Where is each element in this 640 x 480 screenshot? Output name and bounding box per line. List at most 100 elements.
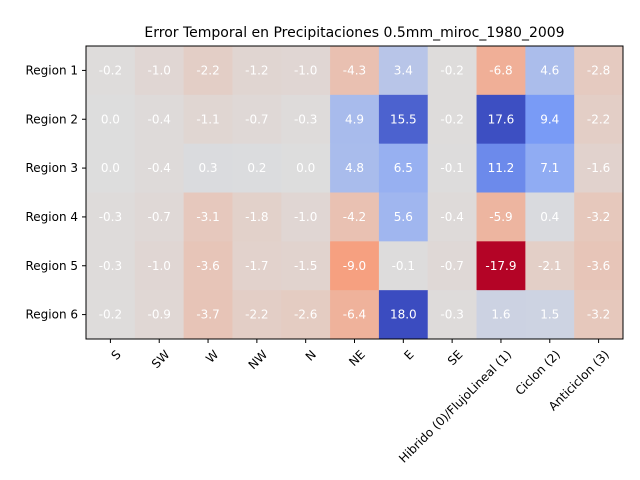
heatmap-cell — [427, 46, 478, 96]
cell-value-label: -0.3 — [99, 210, 122, 224]
heatmap-cell — [232, 46, 282, 96]
x-tick-label: SE — [445, 347, 466, 368]
cell-value-label: 15.5 — [390, 112, 417, 126]
heatmap-cell — [281, 290, 331, 340]
heatmap-cell — [183, 143, 233, 193]
cell-labels: -0.2 -1.0 -2.2 -1.2 -1.0 -4.3 3.4 -0.2 -6.8 4.6 -2… — [99, 63, 611, 321]
cell-value-label: -0.9 — [148, 308, 171, 322]
x-tick-label: S — [108, 347, 123, 362]
cell-value-label: -0.7 — [245, 112, 268, 126]
cell-value-label: -3.1 — [196, 210, 219, 224]
heatmap-cell — [232, 94, 282, 145]
cell-value-label: -1.6 — [587, 161, 610, 175]
cell-value-label: -1.0 — [148, 63, 171, 77]
cell-value-label: -5.9 — [489, 210, 512, 224]
heatmap-cell — [281, 94, 331, 145]
y-tick-label: Region 6 — [25, 308, 78, 322]
cell-value-label: -2.2 — [196, 63, 219, 77]
cell-value-label: 0.0 — [101, 112, 120, 126]
x-tick-label: W — [203, 347, 221, 365]
cell-value-label: 7.1 — [540, 161, 559, 175]
heatmap-cell — [183, 241, 233, 291]
heatmap-cell — [574, 143, 624, 193]
heatmap-cell — [427, 192, 478, 242]
heatmap-cell — [134, 94, 185, 145]
cell-value-label: -1.0 — [294, 63, 317, 77]
cell-value-label: -3.2 — [587, 308, 610, 322]
heatmap-cell — [330, 46, 380, 96]
heatmap-cell — [86, 46, 136, 96]
heatmap-cell — [476, 192, 526, 242]
heatmap-cell — [281, 143, 331, 193]
cell-value-label: -4.3 — [343, 63, 366, 77]
cell-value-label: -0.7 — [440, 259, 463, 273]
heatmap-cell — [525, 94, 575, 145]
cell-value-label: 1.5 — [540, 308, 559, 322]
heatmap-cell — [86, 143, 136, 193]
cell-value-label: -0.2 — [99, 308, 122, 322]
heatmap-cell — [525, 46, 575, 96]
heatmap-cell — [86, 241, 136, 291]
cell-value-label: -3.6 — [196, 259, 219, 273]
heatmap-cell — [427, 290, 478, 340]
heatmap-cell — [232, 241, 282, 291]
cell-value-label: -2.1 — [538, 259, 561, 273]
cell-value-label: -1.1 — [196, 112, 219, 126]
cell-value-label: -2.6 — [294, 308, 317, 322]
cell-value-label: 4.9 — [345, 112, 364, 126]
heatmap-cell — [574, 94, 624, 145]
cell-value-label: -0.2 — [99, 63, 122, 77]
cell-value-label: -4.2 — [343, 210, 366, 224]
heatmap-cell — [281, 192, 331, 242]
heatmap-cell — [134, 46, 185, 96]
heatmap-cell — [476, 46, 526, 96]
cell-value-label: 0.4 — [540, 210, 559, 224]
cell-value-label: -3.7 — [196, 308, 219, 322]
heatmap-cell — [232, 143, 282, 193]
cell-value-label: 6.5 — [394, 161, 413, 175]
y-axis: Region 1 Region 2 Region 3 Region 4 Region 5… — [25, 63, 86, 322]
cell-value-label: -0.3 — [99, 259, 122, 273]
cell-value-label: 0.0 — [296, 161, 315, 175]
heatmap-cell — [134, 143, 185, 193]
heatmap-cell — [134, 192, 185, 242]
x-tick-label: SW — [149, 347, 173, 371]
cell-value-label: -2.2 — [587, 112, 610, 126]
heatmap-cell — [525, 290, 575, 340]
cell-value-label: 3.4 — [394, 63, 413, 77]
heatmap-cell — [330, 241, 380, 291]
x-tick-label: NW — [246, 347, 271, 372]
heatmap-cell — [476, 94, 526, 145]
cell-value-label: -3.2 — [587, 210, 610, 224]
heatmap-cell — [134, 290, 185, 340]
x-tick-label: Ciclon (2) — [513, 347, 563, 397]
heatmap-cell — [330, 290, 380, 340]
heatmap-cell — [427, 94, 478, 145]
heatmap-cell — [378, 46, 429, 96]
y-tick-label: Region 3 — [25, 161, 78, 175]
heatmap-cell — [378, 241, 429, 291]
cell-value-label: 0.3 — [198, 161, 217, 175]
cell-value-label: 11.2 — [488, 161, 515, 175]
heatmap-cell — [281, 241, 331, 291]
heatmap-cells — [86, 46, 624, 340]
cell-value-label: 1.6 — [491, 308, 510, 322]
heatmap-cell — [86, 94, 136, 145]
y-tick-label: Region 2 — [25, 112, 78, 126]
cell-value-label: 0.2 — [247, 161, 266, 175]
cell-value-label: -17.9 — [485, 259, 516, 273]
cell-value-label: -0.4 — [440, 210, 463, 224]
heatmap-cell — [232, 290, 282, 340]
heatmap-cell — [476, 241, 526, 291]
cell-value-label: -1.0 — [294, 210, 317, 224]
heatmap-cell — [183, 290, 233, 340]
cell-value-label: -1.2 — [245, 63, 268, 77]
cell-value-label: -1.8 — [245, 210, 268, 224]
heatmap-cell — [427, 241, 478, 291]
cell-value-label: -0.1 — [392, 259, 415, 273]
cell-value-label: -3.6 — [587, 259, 610, 273]
cell-value-label: -0.4 — [148, 112, 171, 126]
cell-value-label: -0.4 — [148, 161, 171, 175]
